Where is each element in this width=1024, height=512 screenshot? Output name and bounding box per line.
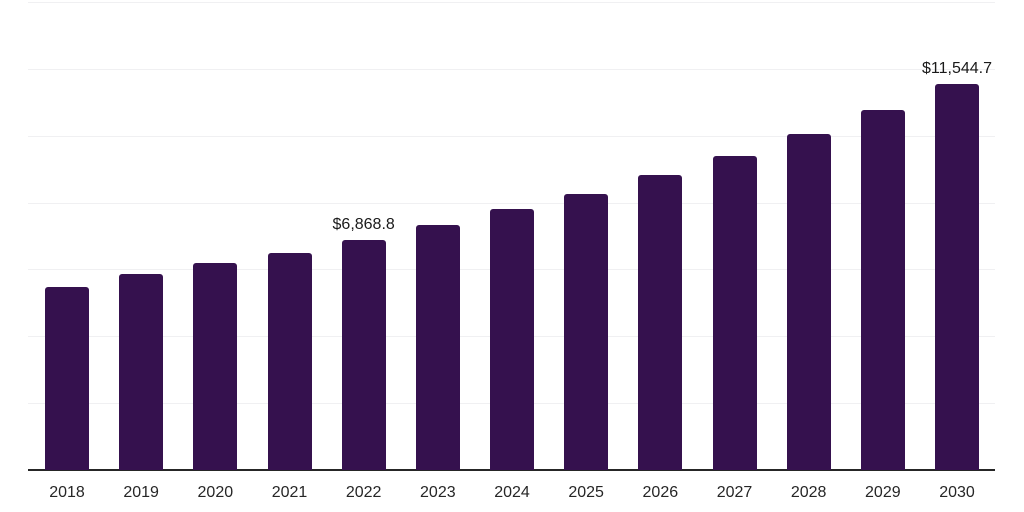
x-tick-label-2018: 2018 — [49, 484, 85, 501]
x-tick-label-2022: 2022 — [345, 484, 382, 501]
bar-2021 — [267, 252, 312, 470]
bar-2020 — [193, 263, 238, 470]
bar-2024 — [490, 209, 534, 470]
x-tick-label-2025: 2025 — [568, 484, 604, 501]
bar-2019 — [119, 273, 164, 470]
gridline — [28, 202, 995, 204]
bar-2025 — [564, 193, 609, 470]
x-tick-label-2020: 2020 — [197, 484, 234, 501]
bar-2027 — [712, 156, 757, 470]
x-tick-label-2029: 2029 — [865, 484, 901, 501]
bar-2022 — [341, 240, 386, 470]
x-tick-label-2021: 2021 — [271, 484, 308, 501]
x-tick-label-2030: 2030 — [939, 484, 975, 501]
plot-area: $6,868.8 $11,544.7 — [28, 2, 995, 471]
x-tick-label-2027: 2027 — [716, 484, 753, 501]
x-tick-label-2023: 2023 — [420, 484, 456, 501]
x-tick-label-2024: 2024 — [494, 484, 530, 501]
value-label-2030: $11,544.7 — [922, 60, 992, 78]
bar-2028 — [786, 134, 831, 470]
x-tick-label-2028: 2028 — [790, 484, 827, 501]
gridline — [28, 135, 995, 137]
bar-2023 — [415, 224, 460, 470]
bar-2018 — [45, 287, 89, 470]
x-tick-label-2019: 2019 — [123, 484, 159, 501]
gridline — [28, 2, 995, 3]
x-axis-line — [28, 469, 995, 471]
gridline — [28, 68, 995, 70]
value-label-2022: $6,868.8 — [332, 216, 395, 234]
x-tick-label-2026: 2026 — [642, 484, 679, 501]
bar-2029 — [860, 109, 905, 470]
bar-2026 — [638, 174, 683, 470]
bar-2030 — [935, 84, 979, 470]
